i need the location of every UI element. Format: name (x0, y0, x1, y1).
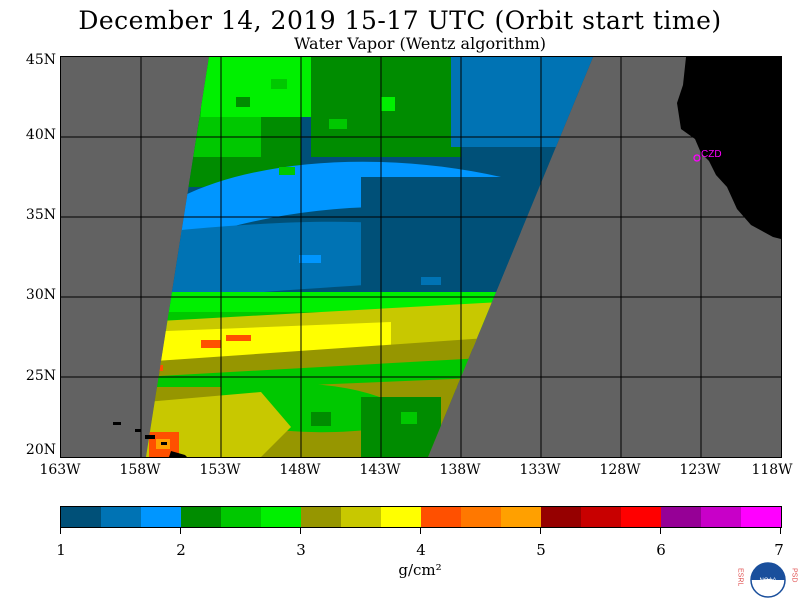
colorbar-segment (101, 507, 141, 527)
station-label: CZD (701, 149, 722, 160)
colorbar-label-2: 2 (176, 541, 186, 559)
lon-label-123w: 123W (679, 462, 721, 478)
colorbar-segment (221, 507, 261, 527)
map-title: December 14, 2019 15-17 UTC (Orbit start… (78, 6, 722, 35)
colorbar-segment (181, 507, 221, 527)
noaa-logo: ESRL PSD NOAA (737, 562, 798, 598)
colorbar-tick (60, 527, 61, 534)
lat-label-30n: 30N (25, 287, 56, 303)
logo-center-text: NOAA (759, 578, 776, 584)
land-california (677, 57, 781, 239)
lon-label-143w: 143W (359, 462, 401, 478)
lon-label-133w: 133W (519, 462, 561, 478)
colorbar-label-5: 5 (536, 541, 546, 559)
satellite-swath (146, 57, 593, 457)
lat-label-20n: 20N (25, 442, 56, 458)
colorbar-segment (341, 507, 381, 527)
lat-label-40n: 40N (25, 127, 56, 143)
map-canvas: CZD (61, 57, 781, 457)
lon-label-118w: 118W (751, 462, 793, 478)
lon-label-158w: 158W (119, 462, 161, 478)
colorbar-tick (300, 527, 301, 534)
colorbar-segment (621, 507, 661, 527)
station-marker-icon (693, 154, 701, 162)
colorbar-tick (780, 527, 781, 534)
colorbar-tick (180, 527, 181, 534)
lon-label-163w: 163W (39, 462, 81, 478)
colorbar-label-4: 4 (416, 541, 426, 559)
colorbar-label-6: 6 (656, 541, 666, 559)
lat-label-35n: 35N (25, 207, 56, 223)
lat-label-25n: 25N (25, 368, 56, 384)
lon-label-138w: 138W (439, 462, 481, 478)
colorbar-label-1: 1 (56, 541, 66, 559)
colorbar-segment (421, 507, 461, 527)
colorbar-segment (61, 507, 101, 527)
colorbar-tick (420, 527, 421, 534)
colorbar-segment (301, 507, 341, 527)
colorbar-segment (581, 507, 621, 527)
lon-label-153w: 153W (199, 462, 241, 478)
colorbar-segment (381, 507, 421, 527)
colorbar-segment (701, 507, 741, 527)
colorbar-segment (501, 507, 541, 527)
colorbar-tick (660, 527, 661, 534)
colorbar-segment (141, 507, 181, 527)
colorbar-segment (261, 507, 301, 527)
colorbar-segment (461, 507, 501, 527)
lon-label-148w: 148W (279, 462, 321, 478)
colorbar-segment (541, 507, 581, 527)
colorbar-segment (741, 507, 781, 527)
water-vapor-map: CZD (60, 56, 782, 458)
logo-right-letters: PSD (791, 568, 798, 582)
logo-left-letters: ESRL (737, 568, 744, 586)
colorbar-label-3: 3 (296, 541, 306, 559)
map-subtitle: Water Vapor (Wentz algorithm) (293, 34, 546, 53)
lon-label-128w: 128W (599, 462, 641, 478)
land-hawaii (113, 422, 187, 457)
colorbar-units: g/cm² (398, 561, 442, 579)
colorbar (60, 506, 782, 528)
colorbar-tick (540, 527, 541, 534)
lat-label-45n: 45N (25, 52, 56, 68)
colorbar-label-7: 7 (774, 541, 784, 559)
graticule (61, 57, 781, 457)
colorbar-segment (661, 507, 701, 527)
